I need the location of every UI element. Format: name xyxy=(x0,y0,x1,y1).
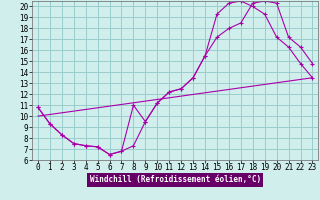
X-axis label: Windchill (Refroidissement éolien,°C): Windchill (Refroidissement éolien,°C) xyxy=(90,175,261,184)
